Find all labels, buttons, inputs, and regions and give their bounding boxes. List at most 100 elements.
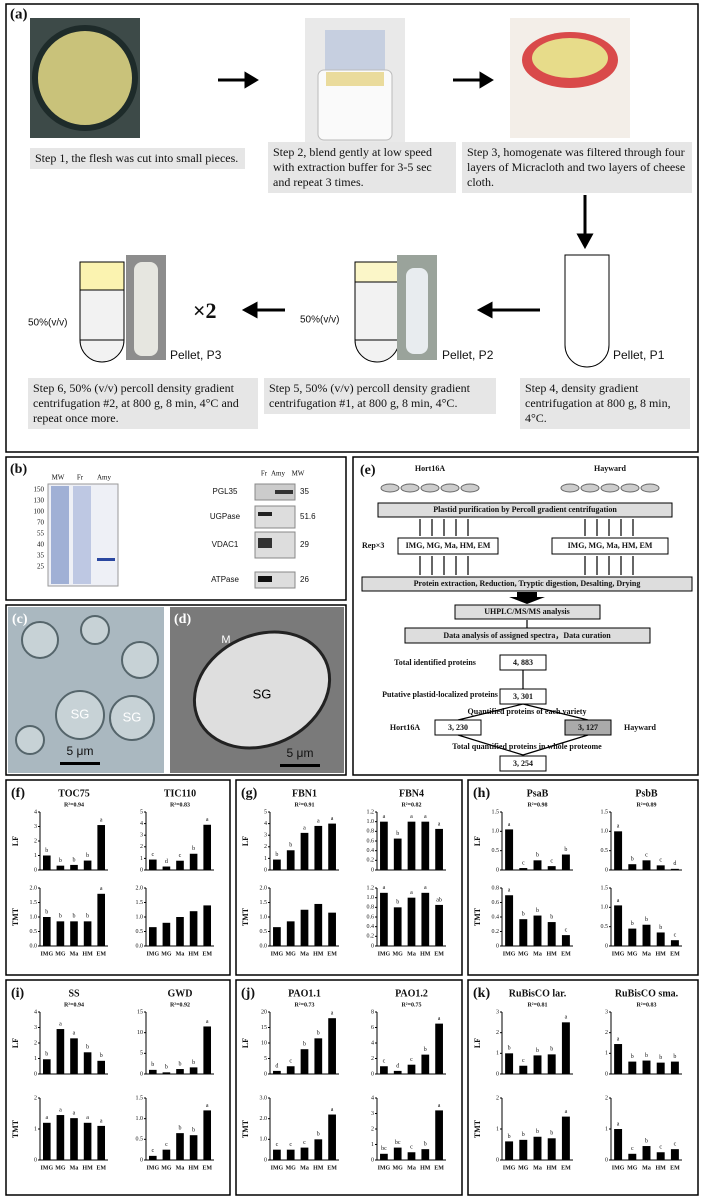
x-tick-label: IMG <box>271 1165 284 1171</box>
x-tick-label: HM <box>656 951 667 957</box>
bar <box>533 1136 542 1160</box>
r-squared: R²=0.83 <box>170 802 190 808</box>
y-tick-label: 0 <box>140 1071 143 1077</box>
y-tick-label: 3 <box>140 833 143 839</box>
y-tick-label: 10 <box>137 1030 143 1036</box>
bar <box>533 915 542 946</box>
label: SG <box>71 706 90 721</box>
label: (b) <box>10 462 27 477</box>
y-tick-label: 1.0 <box>492 829 500 835</box>
x-tick-label: HM <box>547 951 558 957</box>
y-tick-label: 0.2 <box>367 858 375 864</box>
significance-letter: b <box>317 1031 320 1037</box>
chart-title: TIC110 <box>164 788 196 799</box>
significance-letter: b <box>192 846 195 852</box>
x-tick-label: MG <box>518 1165 529 1171</box>
x-tick-label: HM <box>420 951 431 957</box>
y-tick-label: 1 <box>496 1126 499 1132</box>
significance-letter: b <box>59 914 62 920</box>
y-tick-label: 0.6 <box>367 914 375 920</box>
bar <box>407 1152 416 1160</box>
x-tick-label: HM <box>313 1165 324 1171</box>
x-tick-label: IMG <box>612 951 625 957</box>
y-tick-label: 0.4 <box>367 924 375 930</box>
bar <box>656 1062 665 1074</box>
significance-letter: c <box>165 1142 168 1148</box>
y-tick-label: 4 <box>371 1095 374 1101</box>
x-tick-label: IMG <box>378 1165 391 1171</box>
significance-letter: a <box>303 825 306 831</box>
x-tick-label: MG <box>161 951 172 957</box>
significance-letter: b <box>275 852 278 858</box>
photo <box>325 30 385 70</box>
label: Fr <box>77 474 84 482</box>
y-tick-label: 0 <box>34 1157 37 1163</box>
significance-letter: d <box>673 861 676 867</box>
significance-letter: b <box>645 1138 648 1144</box>
label: Protein extraction, Reduction, Tryptic d… <box>414 579 641 588</box>
bar <box>273 1149 281 1160</box>
bar <box>393 838 402 870</box>
bar <box>273 927 281 946</box>
x-tick-label: EM <box>327 951 337 957</box>
flow-box <box>397 537 499 555</box>
bar <box>628 928 637 946</box>
label: (g) <box>241 786 258 801</box>
y-tick-label: 0 <box>496 1071 499 1077</box>
y-tick-label: 0.8 <box>367 829 375 835</box>
significance-letter: c <box>151 1148 154 1154</box>
y-tick-label: 0.5 <box>601 848 609 854</box>
significance-letter: b <box>645 917 648 923</box>
label: IMG, MG, Ma, HM, EM <box>406 541 491 550</box>
x-tick-label: EM <box>96 1165 106 1171</box>
y-tick-label: 0 <box>605 1071 608 1077</box>
flow-box <box>499 755 547 772</box>
label: Pellet, P2 <box>442 348 494 362</box>
bar <box>561 1022 570 1074</box>
significance-letter: b <box>86 1045 89 1051</box>
significance-letter: c <box>289 1059 292 1065</box>
bar <box>421 821 430 870</box>
bar <box>203 824 212 870</box>
significance-letter: b <box>289 843 292 849</box>
bar <box>547 1138 556 1160</box>
bar <box>189 853 198 870</box>
y-tick-label: 3 <box>34 1025 37 1031</box>
bar <box>614 831 623 870</box>
step-caption: Step 3, homogenate was filtered through … <box>462 142 692 193</box>
label: Quantified proteins of each variety <box>468 707 587 716</box>
significance-letter: b <box>45 1052 48 1058</box>
y-tick-label: 0.0 <box>30 943 38 949</box>
bar <box>505 895 514 946</box>
significance-letter: b <box>564 847 567 853</box>
x-tick-label: IMG <box>271 951 284 957</box>
marker-label: 70 <box>37 519 45 527</box>
significance-letter: b <box>424 1142 427 1148</box>
y-tick-label: 0 <box>496 867 499 873</box>
significance-letter: c <box>631 1146 634 1152</box>
y-tick-label: 1 <box>371 1142 374 1148</box>
bar <box>286 921 295 946</box>
significance-letter: a <box>100 1118 103 1124</box>
bar <box>42 917 51 946</box>
significance-letter: b <box>550 914 553 920</box>
x-tick-label: HM <box>82 1165 93 1171</box>
label: Putative plastid-localized proteins <box>382 690 498 699</box>
flow-arrow <box>457 703 524 721</box>
significance-letter: b <box>673 1054 676 1060</box>
bar <box>380 821 388 870</box>
significance-letter: a <box>424 885 427 891</box>
y-tick-label: 2 <box>34 838 37 844</box>
y-axis-label: LF <box>11 1038 20 1048</box>
significance-letter: b <box>550 1047 553 1053</box>
bar <box>97 893 106 946</box>
significance-letter: b <box>303 1042 306 1048</box>
bar <box>42 1122 51 1160</box>
significance-letter: c <box>522 860 525 866</box>
y-tick-label: 0 <box>371 1071 374 1077</box>
bar <box>380 892 388 946</box>
significance-letter: b <box>165 1065 168 1071</box>
label: MW <box>52 474 65 482</box>
label: Hort16A <box>415 464 445 473</box>
label: 51.6 <box>300 512 316 521</box>
